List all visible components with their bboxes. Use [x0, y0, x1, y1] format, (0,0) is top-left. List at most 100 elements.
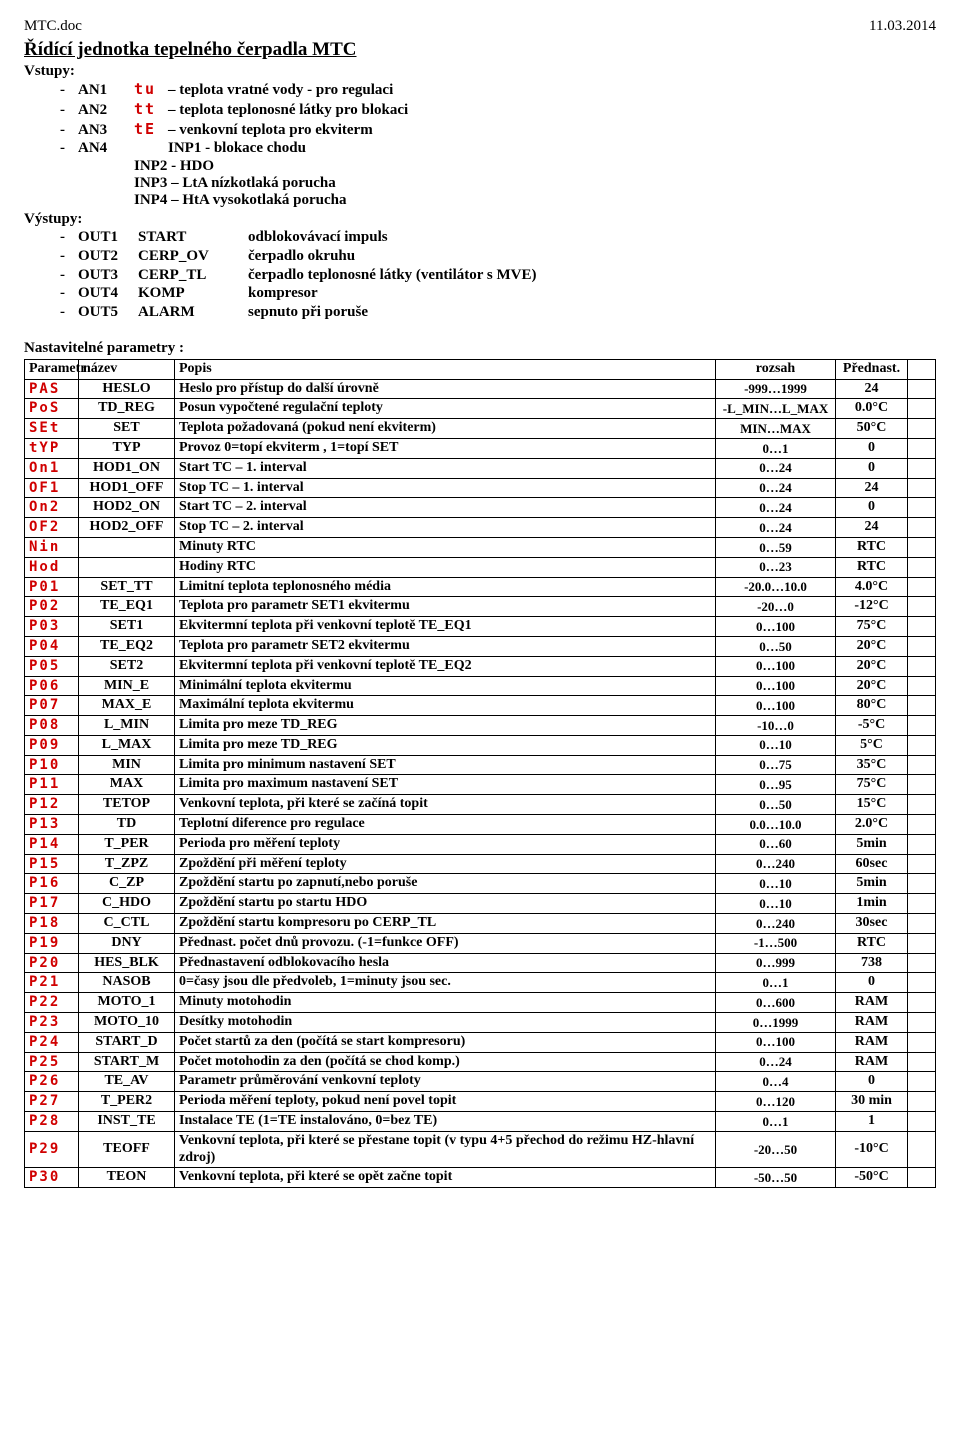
table-cell [908, 617, 936, 637]
output-code: OUT1 [78, 228, 138, 247]
table-cell: 0…23 [716, 557, 836, 577]
table-cell: 4.0°C [836, 577, 908, 597]
table-cell: P12 [25, 795, 79, 815]
table-cell [79, 537, 175, 557]
table-row: P18C_CTLZpoždění startu kompresoru po CE… [25, 914, 936, 934]
table-cell: 0…10 [716, 874, 836, 894]
table-cell: 0…100 [716, 617, 836, 637]
table-cell [908, 854, 936, 874]
output-desc: čerpadlo okruhu [248, 247, 355, 266]
dash: - [60, 139, 78, 158]
table-cell: -L_MIN…L_MAX [716, 399, 836, 419]
table-cell [908, 379, 936, 399]
table-cell: RTC [836, 557, 908, 577]
table-cell: P01 [25, 577, 79, 597]
output-row: -OUT5ALARMsepnuto při poruše [60, 303, 936, 322]
outputs-list: -OUT1STARTodblokovávací impuls-OUT2CERP_… [60, 228, 936, 322]
table-cell: Perioda měření teploty, pokud není povel… [175, 1092, 716, 1112]
table-cell: Zpoždění startu po startu HDO [175, 894, 716, 914]
table-cell: 20°C [836, 636, 908, 656]
table-row: P05SET2Ekvitermní teplota při venkovní t… [25, 656, 936, 676]
input-row: -AN3tE– venkovní teplota pro ekviterm [60, 120, 936, 140]
table-cell: Počet startů za den (počítá se start kom… [175, 1032, 716, 1052]
table-cell: HOD2_OFF [79, 518, 175, 538]
table-cell: 20°C [836, 676, 908, 696]
table-cell: T_PER2 [79, 1092, 175, 1112]
table-cell: SET [79, 419, 175, 439]
table-cell [908, 438, 936, 458]
inputs-list: -AN1tu– teplota vratné vody - pro regula… [60, 80, 936, 158]
input-code: AN4 [78, 139, 134, 158]
table-cell: TEON [79, 1168, 175, 1188]
table-cell [908, 755, 936, 775]
table-cell [908, 933, 936, 953]
table-row: P25START_MPočet motohodin za den (počítá… [25, 1052, 936, 1072]
table-cell: tYP [25, 438, 79, 458]
table-cell [908, 597, 936, 617]
table-cell [908, 834, 936, 854]
dash: - [60, 247, 78, 266]
table-cell: MIN_E [79, 676, 175, 696]
table-cell: 0…1999 [716, 1013, 836, 1033]
table-row: P19DNYPřednast. počet dnů provozu. (-1=f… [25, 933, 936, 953]
table-row: P01SET_TTLimitní teplota teplonosného mé… [25, 577, 936, 597]
table-cell: -1…500 [716, 933, 836, 953]
output-name: KOMP [138, 284, 248, 303]
table-row: P17C_HDOZpoždění startu po startu HDO0…1… [25, 894, 936, 914]
table-header-cell: Přednast. [836, 359, 908, 379]
output-code: OUT3 [78, 266, 138, 285]
table-cell [908, 676, 936, 696]
table-cell [908, 1032, 936, 1052]
table-cell [908, 735, 936, 755]
table-cell: P16 [25, 874, 79, 894]
table-cell [908, 914, 936, 934]
table-cell: Limita pro meze TD_REG [175, 735, 716, 755]
table-cell: 24 [836, 478, 908, 498]
table-cell: Minuty motohodin [175, 993, 716, 1013]
table-cell: TD_REG [79, 399, 175, 419]
table-cell: Teplotní diference pro regulace [175, 815, 716, 835]
table-row: P30TEONVenkovní teplota, při které se op… [25, 1168, 936, 1188]
dash: - [60, 101, 78, 120]
table-cell: MIN…MAX [716, 419, 836, 439]
table-cell: 0…100 [716, 696, 836, 716]
table-cell [908, 775, 936, 795]
table-cell [908, 1013, 936, 1033]
table-cell: T_ZPZ [79, 854, 175, 874]
output-row: -OUT1STARTodblokovávací impuls [60, 228, 936, 247]
table-cell: P25 [25, 1052, 79, 1072]
output-name: CERP_OV [138, 247, 248, 266]
table-cell: 30sec [836, 914, 908, 934]
table-cell: Start TC – 1. interval [175, 458, 716, 478]
table-row: P10MINLimita pro minimum nastavení SET0…… [25, 755, 936, 775]
table-cell [908, 478, 936, 498]
table-header-cell: rozsah [716, 359, 836, 379]
table-cell: Maximální teplota ekvitermu [175, 696, 716, 716]
table-cell [908, 399, 936, 419]
table-cell: SET2 [79, 656, 175, 676]
table-row: P16C_ZPZpoždění startu po zapnutí,nebo p… [25, 874, 936, 894]
table-header-cell: Popis [175, 359, 716, 379]
table-cell: 20°C [836, 656, 908, 676]
table-row: P21NASOB0=časy jsou dle předvoleb, 1=min… [25, 973, 936, 993]
doc-title: Řídící jednotka tepelného čerpadla MTC [24, 39, 936, 61]
table-cell [908, 537, 936, 557]
table-cell: Heslo pro přístup do další úrovně [175, 379, 716, 399]
table-cell: P26 [25, 1072, 79, 1092]
table-cell: P15 [25, 854, 79, 874]
table-row: NinMinuty RTC0…59RTC [25, 537, 936, 557]
table-cell: TEOFF [79, 1131, 175, 1168]
table-cell: Ekvitermní teplota při venkovní teplotě … [175, 617, 716, 637]
table-cell: Instalace TE (1=TE instalováno, 0=bez TE… [175, 1112, 716, 1132]
table-cell: Hod [25, 557, 79, 577]
output-desc: odblokovávací impuls [248, 228, 388, 247]
table-cell: 50°C [836, 419, 908, 439]
table-cell: P11 [25, 775, 79, 795]
table-cell: Zpoždění při měření teploty [175, 854, 716, 874]
table-cell: INST_TE [79, 1112, 175, 1132]
table-cell: RAM [836, 993, 908, 1013]
table-cell [908, 1112, 936, 1132]
table-cell: RAM [836, 1052, 908, 1072]
table-cell: P21 [25, 973, 79, 993]
input-extra-line: INP3 – LtA nízkotlaká porucha [134, 175, 936, 192]
